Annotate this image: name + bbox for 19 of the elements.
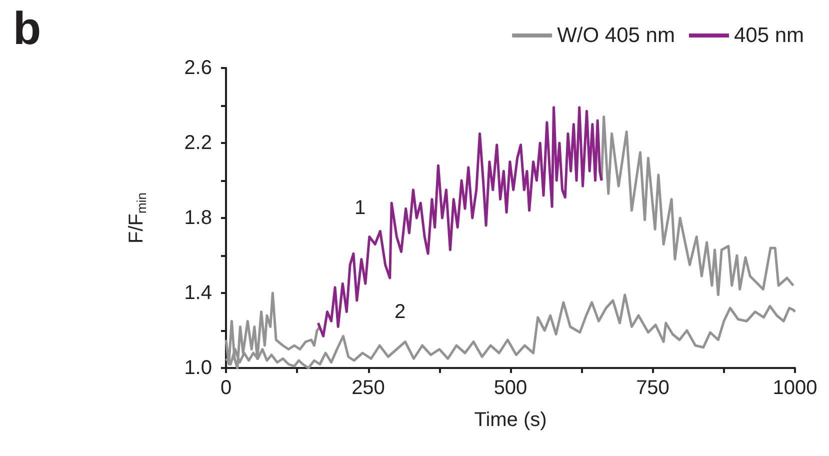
chart-title: b [13,2,42,54]
y-axis-title: F/Fmin [126,192,149,244]
legend-label: 405 nm [734,24,804,47]
x-tick-label: 750 [636,377,670,399]
legend-label: W/O 405 nm [557,24,675,47]
x-tick-label: 500 [494,377,528,399]
x-tick-label: 1000 [772,377,818,399]
y-tick-label: 1.8 [184,207,212,229]
y-tick-label: 1.4 [184,282,212,304]
line-series [600,116,795,296]
y-tick-label: 2.2 [184,132,212,154]
x-tick-label: 0 [220,377,232,399]
y-tick-label: 2.6 [184,57,212,79]
annotation: 1 [354,197,366,219]
x-axis-title: Time (s) [474,409,547,431]
line-series [316,106,603,338]
y-tick-label: 1.0 [184,357,212,379]
annotation: 2 [394,301,406,323]
x-tick-label: 250 [352,377,385,399]
